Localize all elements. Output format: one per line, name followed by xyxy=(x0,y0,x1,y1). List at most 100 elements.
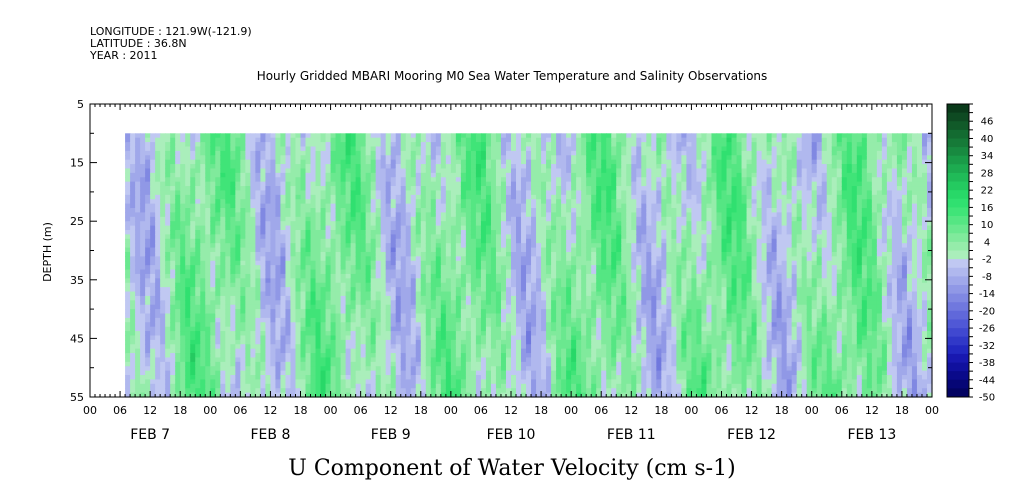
heatmap-cell xyxy=(210,388,216,394)
heatmap-cell xyxy=(225,199,231,205)
heatmap-cell xyxy=(495,291,502,297)
heatmap-cell xyxy=(430,256,437,262)
heatmap-cell xyxy=(185,133,191,139)
heatmap-cell xyxy=(475,348,482,354)
heatmap-cell xyxy=(430,251,437,257)
heatmap-cell xyxy=(285,287,292,293)
heatmap-cell xyxy=(330,260,337,266)
heatmap-cell xyxy=(490,392,497,398)
heatmap-cell xyxy=(215,335,221,341)
heatmap-cell xyxy=(485,146,492,152)
heatmap-cell xyxy=(155,344,161,350)
heatmap-cell xyxy=(255,146,261,152)
heatmap-cell xyxy=(465,379,472,385)
heatmap-cell xyxy=(345,353,352,359)
heatmap-cell xyxy=(385,168,392,174)
heatmap-cell xyxy=(495,388,502,394)
heatmap-cell xyxy=(290,208,297,214)
heatmap-cell xyxy=(125,155,131,161)
heatmap-cell xyxy=(305,322,312,328)
heatmap-cell xyxy=(245,304,251,310)
heatmap-cell xyxy=(450,142,457,148)
heatmap-cell xyxy=(385,251,392,257)
heatmap-cell xyxy=(205,348,211,354)
heatmap-cell xyxy=(375,177,382,183)
heatmap-cell xyxy=(355,291,362,297)
heatmap-cell xyxy=(240,208,246,214)
heatmap-cell xyxy=(405,326,412,332)
heatmap-cell xyxy=(275,335,282,341)
heatmap-cell xyxy=(260,229,267,235)
heatmap-cell xyxy=(180,225,186,231)
heatmap-cell xyxy=(220,159,226,165)
heatmap-cell xyxy=(235,313,241,319)
heatmap-cell xyxy=(345,287,352,293)
heatmap-cell xyxy=(235,159,241,165)
heatmap-cell xyxy=(310,256,317,262)
heatmap-cell xyxy=(475,186,482,192)
heatmap-cell xyxy=(160,247,166,253)
heatmap-cell xyxy=(536,287,542,293)
heatmap-cell xyxy=(145,203,151,209)
heatmap-cell xyxy=(140,353,146,359)
heatmap-cell xyxy=(370,234,377,240)
heatmap-cell xyxy=(505,181,512,187)
heatmap-cell xyxy=(290,177,297,183)
heatmap-cell xyxy=(325,322,332,328)
heatmap-cell xyxy=(140,229,146,235)
heatmap-cell xyxy=(140,256,146,262)
heatmap-cell xyxy=(215,234,221,240)
heatmap-cell xyxy=(265,375,272,381)
heatmap-cell xyxy=(380,304,387,310)
heatmap-cell xyxy=(295,256,302,262)
heatmap-cell xyxy=(270,164,277,170)
heatmap-cell xyxy=(220,295,226,301)
heatmap-cell xyxy=(195,238,201,244)
heatmap-cell xyxy=(130,379,136,385)
heatmap-cell xyxy=(440,212,447,218)
heatmap-cell xyxy=(270,326,277,332)
heatmap-cell xyxy=(330,265,337,271)
heatmap-cell xyxy=(200,256,206,262)
heatmap-cell xyxy=(290,278,297,284)
heatmap-cell xyxy=(145,150,151,156)
heatmap-cell xyxy=(330,326,337,332)
heatmap-cell xyxy=(235,353,241,359)
heatmap-cell xyxy=(155,278,161,284)
heatmap-cell xyxy=(315,194,322,200)
heatmap-cell xyxy=(175,383,181,389)
heatmap-cell xyxy=(285,388,292,394)
heatmap-cell xyxy=(385,304,392,310)
heatmap-cell xyxy=(405,216,412,222)
heatmap-cell xyxy=(531,265,537,271)
heatmap-cell xyxy=(430,238,437,244)
heatmap-cell xyxy=(470,146,477,152)
heatmap-cell xyxy=(310,309,317,315)
heatmap-cell xyxy=(511,273,517,279)
heatmap-cell xyxy=(521,256,527,262)
heatmap-cell xyxy=(295,348,302,354)
heatmap-cell xyxy=(470,164,477,170)
heatmap-cell xyxy=(145,379,151,385)
heatmap-cell xyxy=(275,247,282,253)
heatmap-cell xyxy=(511,177,517,183)
heatmap-cell xyxy=(140,331,146,337)
heatmap-cell xyxy=(395,370,402,376)
heatmap-cell xyxy=(235,216,241,222)
heatmap-cell xyxy=(245,295,251,301)
heatmap-cell xyxy=(516,150,522,156)
heatmap-cell xyxy=(505,150,512,156)
heatmap-cell xyxy=(150,379,156,385)
heatmap-cell xyxy=(350,221,357,227)
heatmap-cell xyxy=(460,150,467,156)
heatmap-cell xyxy=(395,339,402,345)
heatmap-cell xyxy=(235,300,241,306)
heatmap-cell xyxy=(295,379,302,385)
heatmap-cell xyxy=(485,234,492,240)
heatmap-cell xyxy=(175,388,181,394)
heatmap-cell xyxy=(215,212,221,218)
heatmap-cell xyxy=(135,322,141,328)
heatmap-cell xyxy=(230,208,236,214)
heatmap-cell xyxy=(440,287,447,293)
heatmap-cell xyxy=(155,339,161,345)
